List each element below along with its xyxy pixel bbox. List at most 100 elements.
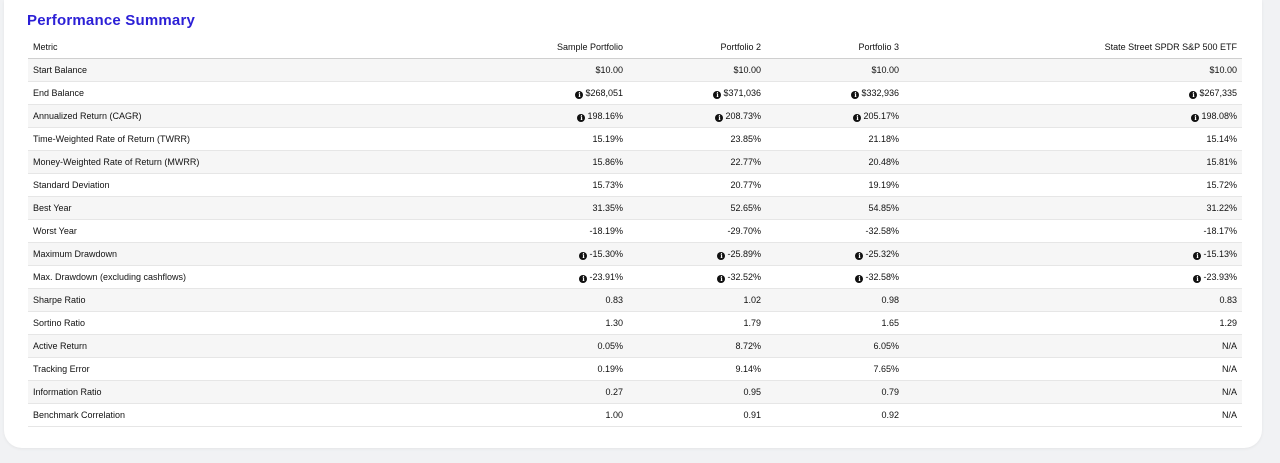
cell-value: 15.14% — [1206, 134, 1237, 144]
cell-value: -32.58% — [865, 271, 899, 282]
cell-portfolio-3: 0.92 — [766, 403, 904, 427]
cell-value: 0.92 — [881, 410, 899, 420]
info-icon[interactable]: i — [575, 90, 584, 99]
cell-portfolio-2: 22.77% — [628, 150, 766, 174]
cell-portfolio-3: 6.05% — [766, 334, 904, 358]
cell-benchmark: 31.22% — [904, 196, 1242, 220]
column-header-metric: Metric — [28, 36, 318, 59]
cell-value: 15.81% — [1206, 157, 1237, 167]
info-icon[interactable]: i — [579, 274, 588, 283]
metric-label: Standard Deviation — [28, 173, 318, 197]
info-icon[interactable]: i — [855, 251, 864, 260]
cell-sample-portfolio: $10.00 — [318, 58, 628, 82]
metric-label: Time-Weighted Rate of Return (TWRR) — [28, 127, 318, 151]
info-icon[interactable]: i — [713, 90, 722, 99]
table-row: Time-Weighted Rate of Return (TWRR) 15.19… — [28, 127, 1242, 151]
cell-sample-portfolio: 1.30 — [318, 311, 628, 335]
performance-summary-card: Performance Summary Metric Sample Portfo… — [4, 0, 1262, 448]
cell-value: $10.00 — [733, 65, 761, 75]
cell-value: 15.72% — [1206, 180, 1237, 190]
cell-portfolio-3: 21.18% — [766, 127, 904, 151]
cell-sample-portfolio: 0.05% — [318, 334, 628, 358]
table-row: Sharpe Ratio 0.83 1.02 0.98 0.83 — [28, 288, 1242, 312]
cell-value: N/A — [1221, 410, 1237, 420]
cell-value: 0.05% — [597, 341, 623, 351]
cell-portfolio-2: i -32.52% — [628, 265, 766, 289]
cell-value: -15.13% — [1203, 248, 1237, 259]
cell-sample-portfolio: 15.86% — [318, 150, 628, 174]
table-row: Worst Year -18.19% -29.70% -32.58% -18.17% — [28, 219, 1242, 243]
table-row: Standard Deviation 15.73% 20.77% 19.19% 15.7… — [28, 173, 1242, 197]
cell-portfolio-2: $10.00 — [628, 58, 766, 82]
cell-portfolio-3: i -32.58% — [766, 265, 904, 289]
table-row: Sortino Ratio 1.30 1.79 1.65 1.29 — [28, 311, 1242, 335]
cell-value: $268,051 — [585, 87, 623, 98]
cell-portfolio-2: 52.65% — [628, 196, 766, 220]
info-icon[interactable]: i — [579, 251, 588, 260]
cell-portfolio-2: 9.14% — [628, 357, 766, 381]
metric-label: Sharpe Ratio — [28, 288, 318, 312]
metric-label: Active Return — [28, 334, 318, 358]
cell-portfolio-3: 19.19% — [766, 173, 904, 197]
cell-value: 31.35% — [592, 203, 623, 213]
cell-value: 198.08% — [1201, 110, 1237, 121]
cell-sample-portfolio: 0.83 — [318, 288, 628, 312]
cell-value: 1.30 — [605, 318, 623, 328]
table-row: Information Ratio 0.27 0.95 0.79 N/A — [28, 380, 1242, 404]
cell-benchmark: N/A — [904, 357, 1242, 381]
cell-portfolio-3: 0.98 — [766, 288, 904, 312]
cell-portfolio-3: 1.65 — [766, 311, 904, 335]
cell-portfolio-2: 0.91 — [628, 403, 766, 427]
table-row: Maximum Drawdown i -15.30% i -25.89% i -25.32%… — [28, 242, 1242, 266]
info-icon[interactable]: i — [577, 113, 586, 122]
cell-value: $371,036 — [723, 87, 761, 98]
cell-portfolio-3: 0.79 — [766, 380, 904, 404]
info-icon[interactable]: i — [1191, 113, 1200, 122]
info-icon[interactable]: i — [717, 251, 726, 260]
info-icon[interactable]: i — [853, 113, 862, 122]
info-icon[interactable]: i — [855, 274, 864, 283]
cell-portfolio-3: i $332,936 — [766, 81, 904, 105]
info-icon[interactable]: i — [717, 274, 726, 283]
cell-portfolio-2: 20.77% — [628, 173, 766, 197]
cell-value: 1.65 — [881, 318, 899, 328]
cell-sample-portfolio: 1.00 — [318, 403, 628, 427]
table-header-row: Metric Sample Portfolio Portfolio 2 Port… — [28, 36, 1242, 59]
cell-portfolio-2: 1.79 — [628, 311, 766, 335]
table-row: Money-Weighted Rate of Return (MWRR) 15.8… — [28, 150, 1242, 174]
cell-value: -32.58% — [865, 226, 899, 236]
info-icon[interactable]: i — [851, 90, 860, 99]
cell-value: 1.02 — [743, 295, 761, 305]
table-row: Active Return 0.05% 8.72% 6.05% N/A — [28, 334, 1242, 358]
cell-value: 7.65% — [873, 364, 899, 374]
cell-value: 21.18% — [868, 134, 899, 144]
cell-benchmark: i $267,335 — [904, 81, 1242, 105]
cell-portfolio-2: -29.70% — [628, 219, 766, 243]
cell-value: 22.77% — [730, 157, 761, 167]
cell-benchmark: i -15.13% — [904, 242, 1242, 266]
info-icon[interactable]: i — [1193, 251, 1202, 260]
cell-value: -23.93% — [1203, 271, 1237, 282]
cell-value: 0.91 — [743, 410, 761, 420]
table-row: Tracking Error 0.19% 9.14% 7.65% N/A — [28, 357, 1242, 381]
cell-value: 52.65% — [730, 203, 761, 213]
cell-sample-portfolio: 0.27 — [318, 380, 628, 404]
column-header-portfolio-3: Portfolio 3 — [766, 36, 904, 59]
column-header-benchmark: State Street SPDR S&P 500 ETF — [904, 36, 1242, 59]
info-icon[interactable]: i — [1189, 90, 1198, 99]
cell-value: -29.70% — [727, 226, 761, 236]
cell-portfolio-3: 7.65% — [766, 357, 904, 381]
cell-value: 0.83 — [605, 295, 623, 305]
cell-value: 0.95 — [743, 387, 761, 397]
cell-value: N/A — [1221, 387, 1237, 397]
cell-value: 9.14% — [735, 364, 761, 374]
cell-benchmark: 15.72% — [904, 173, 1242, 197]
cell-value: 0.98 — [881, 295, 899, 305]
table-row: Max. Drawdown (excluding cashflows) i -23.… — [28, 265, 1242, 289]
metric-label: Money-Weighted Rate of Return (MWRR) — [28, 150, 318, 174]
cell-benchmark: N/A — [904, 403, 1242, 427]
info-icon[interactable]: i — [715, 113, 724, 122]
cell-value: -15.30% — [589, 248, 623, 259]
cell-value: 19.19% — [868, 180, 899, 190]
info-icon[interactable]: i — [1193, 274, 1202, 283]
